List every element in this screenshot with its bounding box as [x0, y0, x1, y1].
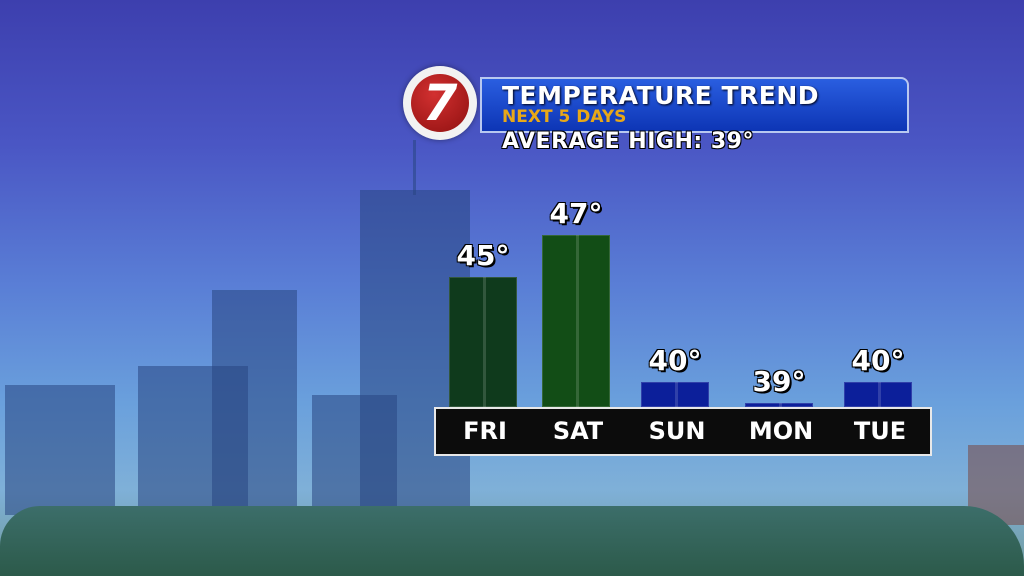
bar-mon — [745, 402, 813, 408]
building — [413, 140, 416, 195]
bar-tue — [844, 381, 912, 408]
day-label: FRI — [463, 417, 507, 445]
value-label: 47° — [549, 196, 603, 230]
bar-sat — [542, 234, 610, 408]
day-label-strip: FRI SAT SUN MON TUE — [434, 407, 932, 456]
chart-title: TEMPERATURE TREND — [502, 81, 820, 110]
station-logo: 7 — [403, 66, 477, 140]
value-label: 40° — [851, 343, 905, 377]
value-label: 39° — [752, 364, 806, 398]
chart-subtitle: NEXT 5 DAYS — [502, 107, 627, 127]
tree-line — [0, 506, 1024, 576]
building — [312, 395, 397, 515]
title-banner: TEMPERATURE TREND NEXT 5 DAYS — [480, 77, 909, 133]
day-label: TUE — [853, 417, 907, 445]
day-label: MON — [748, 417, 814, 445]
value-label: 40° — [648, 343, 702, 377]
value-label: 45° — [456, 238, 510, 272]
building — [138, 366, 248, 506]
building — [5, 385, 115, 515]
logo-seven: 7 — [411, 74, 469, 132]
bar-sun — [641, 381, 709, 408]
bar-fri — [449, 276, 517, 408]
day-label: SUN — [648, 417, 706, 445]
average-high: AVERAGE HIGH: 39° — [502, 129, 754, 154]
day-label: SAT — [552, 417, 604, 445]
